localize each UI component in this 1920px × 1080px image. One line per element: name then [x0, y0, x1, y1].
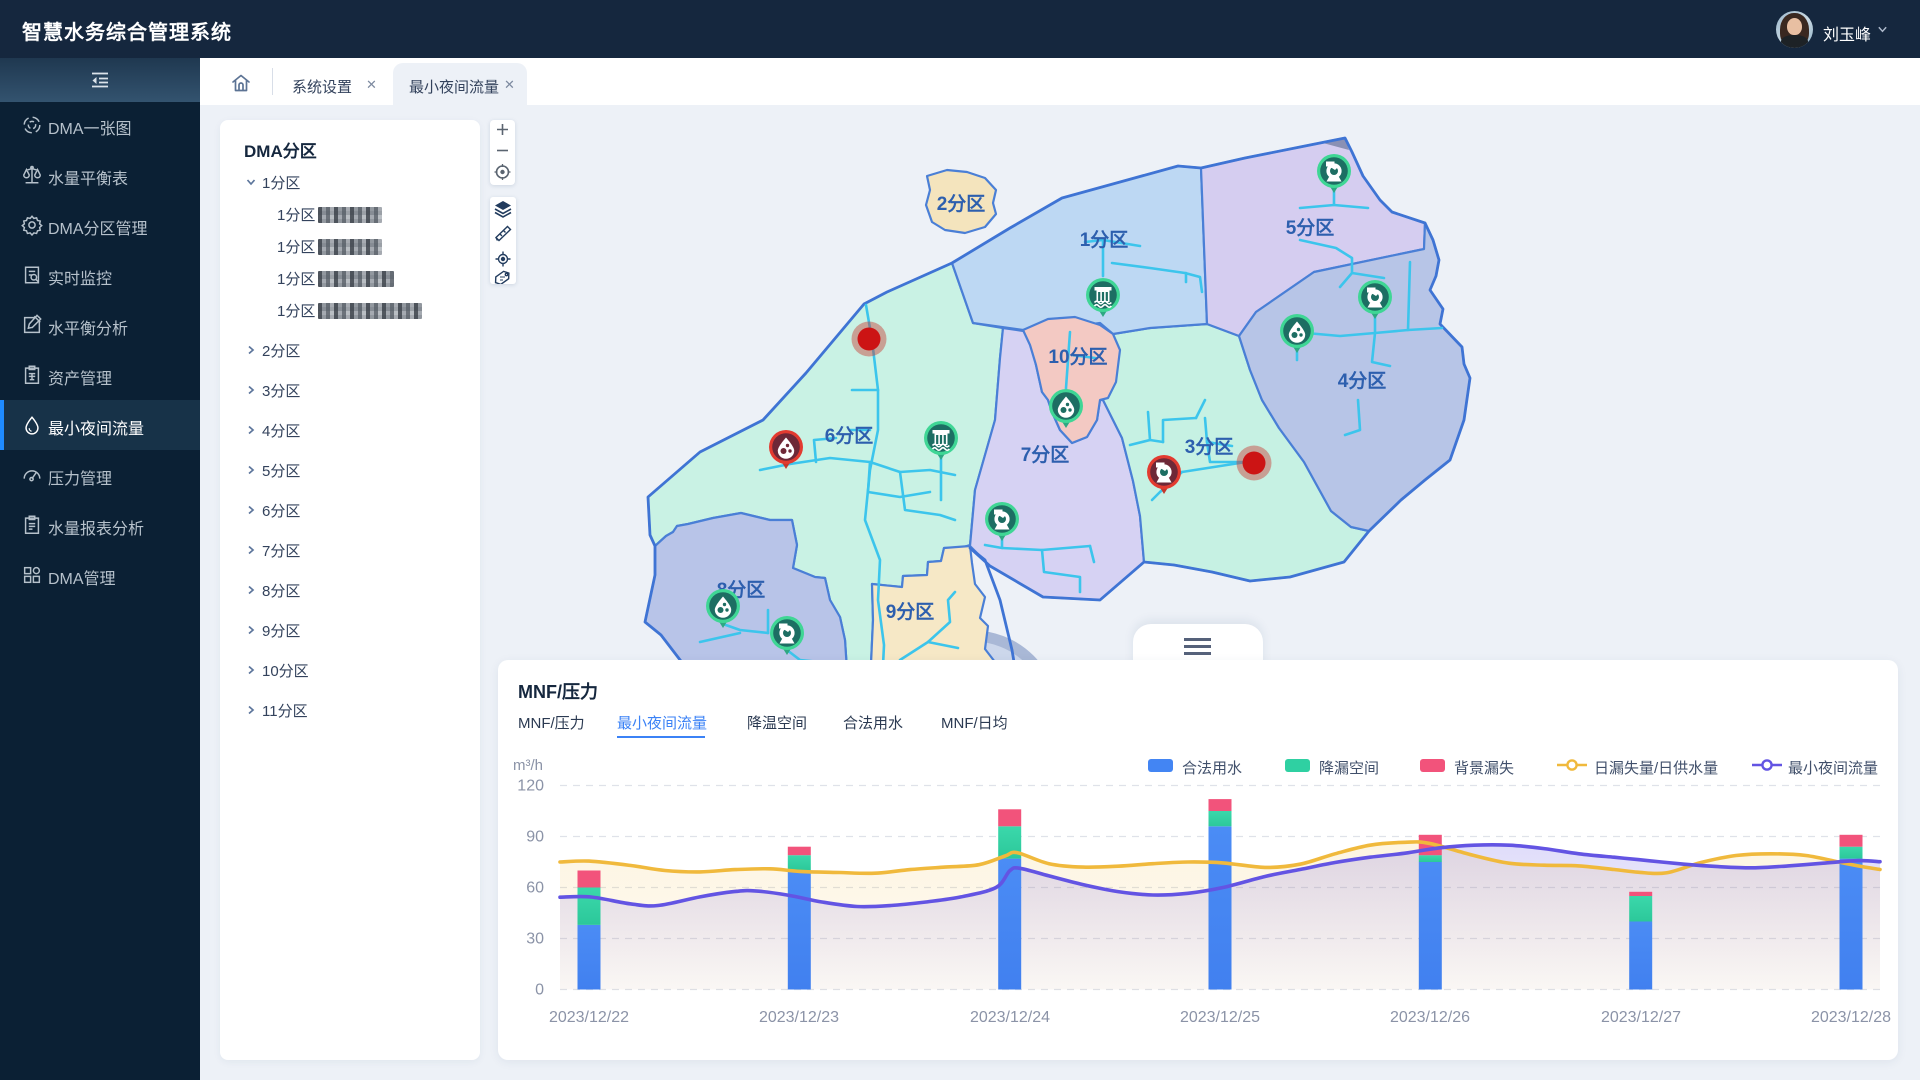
svg-text:10分区: 10分区	[1048, 346, 1107, 368]
svg-text:1分区: 1分区	[1080, 229, 1129, 251]
svg-text:6分区: 6分区	[825, 425, 874, 447]
svg-text:7分区: 7分区	[1021, 444, 1070, 466]
svg-text:2分区: 2分区	[937, 193, 986, 215]
svg-text:4分区: 4分区	[1338, 370, 1387, 392]
svg-text:9分区: 9分区	[886, 601, 935, 623]
svg-text:3分区: 3分区	[1185, 436, 1234, 458]
svg-text:5分区: 5分区	[1286, 217, 1335, 239]
